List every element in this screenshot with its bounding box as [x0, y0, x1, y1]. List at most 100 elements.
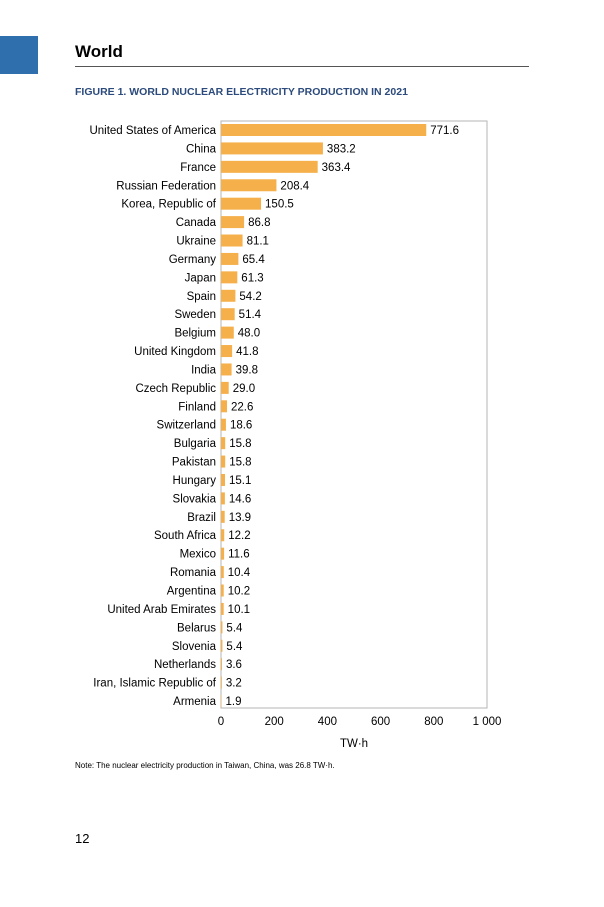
category-label: Russian Federation — [116, 180, 216, 192]
category-label: China — [186, 143, 217, 155]
data-label: 39.8 — [236, 364, 258, 376]
bar — [221, 695, 222, 708]
category-label: Brazil — [187, 512, 216, 524]
plot-area — [220, 120, 488, 709]
category-label: Slovakia — [173, 493, 217, 505]
x-tick-label: 200 — [265, 716, 284, 728]
category-label: India — [191, 364, 217, 376]
x-tick-label: 600 — [371, 716, 390, 728]
bar — [221, 363, 232, 376]
data-label: 10.4 — [228, 567, 251, 579]
bar — [221, 400, 228, 413]
bar — [221, 437, 226, 450]
data-label: 81.1 — [247, 236, 269, 248]
bar — [221, 455, 226, 468]
category-label: Switzerland — [157, 420, 216, 432]
x-tick-label: 800 — [424, 716, 443, 728]
bar — [221, 658, 222, 671]
data-label: 771.6 — [430, 125, 459, 137]
data-label: 363.4 — [322, 162, 351, 174]
bar — [221, 547, 225, 560]
category-label: Pakistan — [172, 457, 216, 469]
data-label: 15.8 — [229, 457, 251, 469]
data-label: 65.4 — [242, 254, 265, 266]
bar — [221, 216, 245, 229]
bar — [221, 124, 427, 136]
data-label: 12.2 — [228, 530, 250, 542]
data-label: 208.4 — [280, 180, 309, 192]
category-label: Finland — [178, 401, 216, 413]
bar — [221, 197, 262, 210]
bar — [221, 621, 223, 634]
data-label: 10.2 — [228, 586, 250, 598]
bar — [221, 234, 243, 247]
category-label: France — [180, 162, 216, 174]
bar — [221, 492, 225, 505]
figure-title: FIGURE 1. WORLD NUCLEAR ELECTRICITY PROD… — [75, 86, 408, 98]
data-label: 54.2 — [239, 291, 261, 303]
title-divider — [75, 66, 529, 67]
category-label: Belarus — [177, 622, 216, 634]
category-label: Spain — [187, 291, 216, 303]
data-label: 18.6 — [230, 420, 252, 432]
data-label: 15.1 — [229, 475, 251, 487]
category-label: Netherlands — [154, 659, 216, 671]
bar — [221, 345, 233, 358]
data-label: 150.5 — [265, 199, 294, 211]
data-label: 383.2 — [327, 143, 356, 155]
bar — [221, 676, 222, 689]
category-label: United Arab Emirates — [107, 604, 216, 616]
category-label: United Kingdom — [134, 346, 216, 358]
data-label: 13.9 — [229, 512, 251, 524]
x-tick-label: 1 000 — [473, 716, 502, 728]
data-label: 3.6 — [226, 659, 242, 671]
bar — [221, 602, 224, 615]
x-tick-label: 0 — [218, 716, 224, 728]
category-label: Argentina — [167, 586, 217, 598]
bar — [221, 566, 224, 579]
bar — [221, 381, 229, 394]
bar — [221, 308, 235, 321]
category-label: Germany — [169, 254, 217, 266]
category-label: South Africa — [154, 530, 217, 542]
category-label: Mexico — [180, 549, 216, 561]
data-label: 14.6 — [229, 493, 251, 505]
category-label: Belgium — [174, 328, 216, 340]
data-label: 41.8 — [236, 346, 258, 358]
category-label: Romania — [170, 567, 217, 579]
category-label: Czech Republic — [135, 383, 216, 395]
category-label: Canada — [176, 217, 217, 229]
bar — [221, 160, 318, 173]
figure-note: Note: The nuclear electricity production… — [75, 761, 335, 770]
bar — [221, 142, 323, 155]
page-number: 12 — [75, 831, 90, 846]
bar — [221, 252, 239, 265]
bar — [221, 473, 226, 486]
category-label: Ukraine — [176, 236, 216, 248]
data-label: 29.0 — [233, 383, 255, 395]
bar — [221, 179, 277, 192]
data-label: 5.4 — [226, 622, 243, 634]
section-color-block — [0, 36, 38, 74]
category-label: United States of America — [89, 125, 216, 137]
data-label: 1.9 — [226, 696, 242, 708]
bar — [221, 326, 234, 339]
category-label: Japan — [185, 272, 216, 284]
category-label: Bulgaria — [174, 438, 217, 450]
category-label: Iran, Islamic Republic of — [93, 678, 217, 690]
data-label: 5.4 — [226, 641, 243, 653]
data-label: 3.2 — [226, 678, 242, 690]
data-label: 86.8 — [248, 217, 270, 229]
section-title: World — [75, 42, 123, 61]
data-label: 22.6 — [231, 401, 253, 413]
data-label: 51.4 — [239, 309, 262, 321]
category-label: Korea, Republic of — [121, 199, 216, 211]
bar — [221, 529, 225, 542]
bar — [221, 584, 224, 597]
bar — [221, 289, 236, 302]
data-label: 15.8 — [229, 438, 251, 450]
bar — [221, 418, 226, 431]
data-label: 48.0 — [238, 328, 260, 340]
data-label: 61.3 — [241, 272, 263, 284]
